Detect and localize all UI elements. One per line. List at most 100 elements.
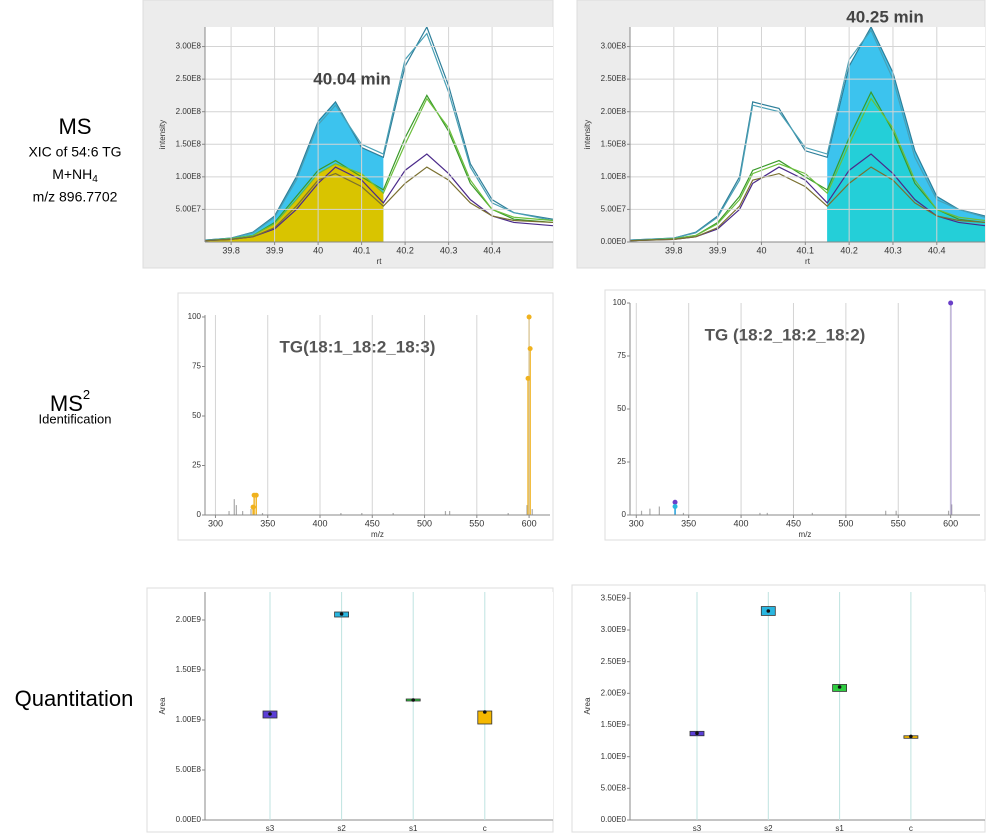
x-tick-label: s2 (764, 824, 773, 833)
y-tick-label: 5.00E8 (176, 765, 202, 774)
y-tick-label: 2.00E9 (601, 688, 627, 697)
plot-area (205, 592, 553, 820)
x-tick-label: 40 (313, 245, 323, 255)
y-axis-label: intensity (158, 120, 167, 149)
trace-line (205, 32, 553, 241)
y-tick-label: 2.50E8 (176, 74, 202, 83)
mean-dot (909, 734, 913, 739)
mean-dot (339, 612, 344, 616)
matched-peak-dot (672, 504, 678, 510)
x-axis-label: rt (805, 257, 811, 266)
y-tick-label: 2.00E8 (601, 107, 627, 116)
x-tick-label: 300 (208, 518, 223, 528)
x-tick-label: 400 (312, 518, 327, 528)
row-title: MS2 (50, 387, 90, 415)
row-title: MS (59, 114, 92, 139)
matched-peak-dot (948, 300, 954, 306)
y-tick-label: 0.00E0 (601, 815, 627, 824)
mean-dot (268, 712, 272, 716)
y-tick-label: 1.50E9 (601, 720, 627, 729)
x-tick-label: s1 (835, 824, 844, 833)
ms2-superscript: 2 (83, 387, 90, 402)
x-tick-label: 500 (417, 518, 432, 528)
ms2-title: MS (50, 391, 83, 416)
x-tick-label: 40.4 (928, 245, 946, 255)
y-tick-label: 5.00E8 (601, 783, 627, 792)
y-tick-label: 100 (613, 298, 627, 307)
y-tick-label: 3.00E8 (176, 42, 202, 51)
integrated-area (827, 92, 985, 242)
x-tick-label: s1 (409, 824, 418, 833)
y-tick-label: 2.00E9 (176, 615, 202, 624)
trace-line (205, 97, 553, 242)
row-title: Quantitation (15, 686, 134, 711)
x-tick-label: 500 (838, 518, 853, 528)
plot-area (630, 592, 985, 820)
y-tick-label: 0.00E0 (601, 237, 627, 246)
y-tick-label: 25 (617, 457, 626, 466)
x-tick-label: 450 (365, 518, 380, 528)
row-label: m/z 896.7702 (33, 189, 118, 205)
plot-area (205, 315, 550, 515)
matched-peak-dot (526, 314, 532, 320)
spectrum-title: TG(18:1_18:2_18:3) (280, 337, 436, 356)
y-tick-label: 3.00E8 (601, 42, 627, 51)
x-tick-label: 550 (891, 518, 906, 528)
y-tick-label: 2.00E8 (176, 107, 202, 116)
mean-dot (837, 685, 842, 689)
y-tick-label: 1.50E9 (176, 665, 202, 674)
y-tick-label: 3.50E9 (601, 593, 627, 602)
matched-peak-dot (672, 499, 678, 505)
y-tick-label: 50 (192, 411, 201, 420)
matched-peak-dot (525, 375, 531, 381)
x-tick-label: 40.3 (440, 245, 458, 255)
peak-annotation: 40.04 min (313, 69, 391, 88)
row-label: M+NH4 (52, 166, 98, 185)
y-tick-label: 2.50E8 (601, 74, 627, 83)
y-tick-label: 5.00E7 (176, 205, 202, 214)
y-axis-label: Area (583, 697, 592, 714)
x-tick-label: 550 (469, 518, 484, 528)
y-tick-label: 3.00E9 (601, 625, 627, 634)
y-tick-label: 25 (192, 461, 201, 470)
x-tick-label: 600 (943, 518, 958, 528)
y-tick-label: 1.00E9 (601, 752, 627, 761)
y-axis-label: Area (158, 697, 167, 714)
x-tick-label: 600 (522, 518, 537, 528)
x-tick-label: 40 (756, 245, 766, 255)
mean-dot (695, 731, 699, 736)
plot-layer (205, 27, 553, 242)
y-tick-label: 1.50E8 (601, 139, 627, 148)
x-tick-label: s3 (266, 824, 275, 833)
x-tick-label: c (909, 824, 913, 833)
y-tick-label: 1.00E9 (176, 715, 202, 724)
adduct-subscript: 4 (92, 174, 98, 185)
trace-line (205, 153, 553, 242)
mean-dot (411, 698, 416, 702)
x-axis-label: rt (377, 257, 383, 266)
x-tick-label: 450 (786, 518, 801, 528)
y-tick-label: 1.00E8 (601, 172, 627, 181)
x-tick-label: c (483, 824, 487, 833)
y-tick-label: 5.00E7 (601, 205, 627, 214)
y-tick-label: 0 (622, 510, 627, 519)
trace-line (630, 97, 985, 242)
y-axis-label: intensity (583, 120, 592, 149)
trace-line (630, 29, 985, 241)
x-tick-label: 40.2 (396, 245, 414, 255)
adduct: M+NH (52, 166, 92, 182)
plot-layer (630, 27, 985, 242)
matched-peak-dot (527, 346, 533, 352)
y-tick-label: 75 (192, 362, 201, 371)
x-tick-label: 40.3 (884, 245, 902, 255)
matched-peak-dot (250, 504, 256, 510)
y-tick-label: 100 (188, 312, 202, 321)
x-axis-label: m/z (799, 530, 812, 539)
x-tick-label: 300 (629, 518, 644, 528)
mean-dot (766, 609, 771, 613)
peak-annotation: 40.25 min (846, 7, 924, 26)
trace-line (630, 153, 985, 242)
x-tick-label: s3 (693, 824, 702, 833)
x-tick-label: s2 (337, 824, 346, 833)
